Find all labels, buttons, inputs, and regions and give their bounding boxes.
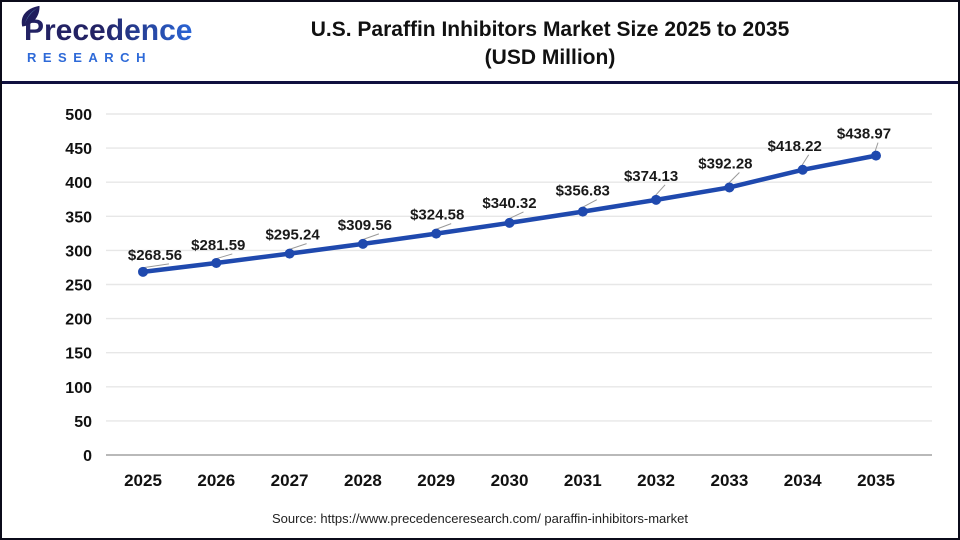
data-point (138, 266, 148, 277)
brand-subname: RESEARCH (27, 50, 152, 65)
label-leader-line (801, 154, 810, 167)
value-label: $324.58 (410, 207, 464, 224)
series-line (140, 153, 879, 275)
value-label: $438.97 (837, 126, 891, 143)
value-label: $356.83 (556, 183, 610, 200)
value-label: $268.56 (128, 247, 182, 264)
label-leader-line (874, 142, 879, 152)
y-tick-label: 250 (65, 278, 92, 295)
x-tick-label: 2028 (344, 471, 382, 490)
y-tick-label: 0 (83, 448, 92, 465)
data-point (651, 194, 662, 205)
y-tick-label: 100 (65, 380, 92, 397)
value-label: $309.56 (338, 217, 392, 234)
data-point (431, 228, 442, 239)
x-tick-label: 2026 (197, 471, 235, 490)
x-tick-label: 2035 (857, 471, 895, 490)
chart-title-line1: U.S. Paraffin Inhibitors Market Size 202… (310, 18, 790, 41)
x-tick-label: 2032 (637, 471, 675, 490)
data-point (871, 150, 881, 161)
label-leader-line (654, 184, 666, 197)
y-tick-label: 200 (65, 312, 92, 329)
label-leader-line (361, 233, 380, 241)
y-tick-label: 150 (65, 346, 92, 363)
label-leader-line (728, 172, 740, 184)
x-tick-label: 2030 (491, 471, 529, 490)
data-point (284, 248, 295, 259)
value-label: $418.22 (768, 138, 822, 155)
label-leader-line (288, 243, 307, 251)
x-tick-label: 2033 (710, 471, 748, 490)
label-leader-line (508, 211, 524, 220)
y-tick-label: 450 (65, 141, 92, 158)
chart-title: U.S. Paraffin Inhibitors Market Size 202… (152, 16, 948, 73)
label-leader-line (215, 253, 233, 260)
data-point (577, 206, 588, 217)
value-label: $295.24 (265, 227, 320, 244)
label-leader-line (581, 199, 598, 209)
value-label: $392.28 (698, 155, 752, 172)
label-leader-line (141, 263, 170, 269)
x-tick-label: 2034 (784, 471, 822, 490)
leaf-icon (21, 5, 40, 27)
brand-logo: Precedence RESEARCH (21, 5, 224, 65)
label-leader-line (435, 223, 452, 231)
data-point (504, 217, 515, 228)
value-label: $340.32 (482, 195, 536, 212)
y-tick-label: 400 (65, 175, 92, 192)
x-tick-label: 2031 (564, 471, 602, 490)
source-text: Source: https://www.precedenceresearch.c… (272, 511, 688, 526)
data-point (724, 182, 735, 193)
y-tick-label: 50 (74, 414, 92, 431)
y-tick-label: 500 (65, 107, 92, 124)
x-tick-label: 2025 (124, 471, 162, 490)
y-tick-label: 300 (65, 243, 92, 260)
y-tick-label: 350 (65, 209, 92, 226)
x-tick-label: 2027 (271, 471, 309, 490)
brand-name: Precedence (21, 5, 224, 47)
data-point (357, 238, 368, 249)
header: Precedence RESEARCH U.S. Paraffin Inhibi… (2, 2, 958, 84)
chart-title-line2: (USD Million) (484, 46, 616, 70)
value-label: $281.59 (191, 237, 245, 254)
data-point (797, 164, 808, 175)
x-tick-label: 2029 (417, 471, 455, 490)
value-label: $374.13 (624, 168, 678, 185)
data-point (211, 257, 222, 268)
